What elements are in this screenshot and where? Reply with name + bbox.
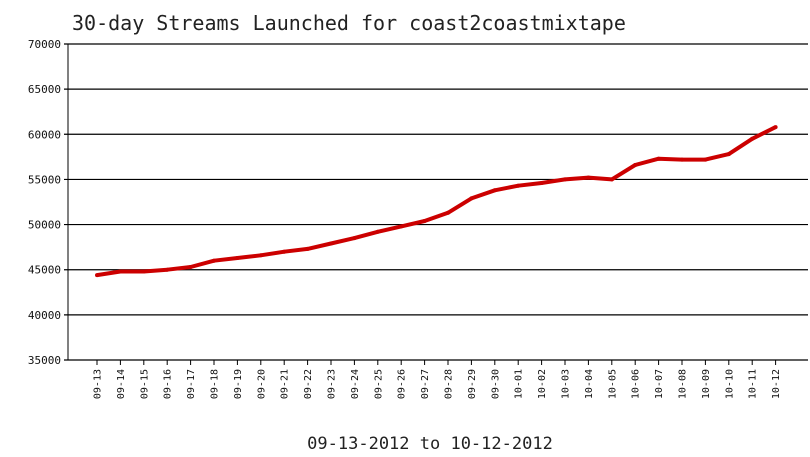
data-point bbox=[282, 249, 287, 254]
x-tick-label: 09-26 bbox=[397, 369, 408, 399]
y-axis: 70000 65000 60000 55000 50000 45000 40000 35000 bbox=[28, 38, 61, 367]
y-tick-label: 55000 bbox=[28, 173, 61, 186]
x-tick-label: 09-28 bbox=[444, 369, 455, 399]
x-tick-label: 10-02 bbox=[537, 369, 548, 399]
data-point bbox=[726, 152, 731, 157]
x-tick-label: 10-01 bbox=[514, 369, 525, 399]
x-tick-label: 09-24 bbox=[350, 369, 361, 399]
gridlines bbox=[64, 43, 808, 361]
data-point bbox=[422, 219, 427, 223]
data-point bbox=[469, 196, 474, 201]
x-tick-label: 09-20 bbox=[256, 369, 267, 399]
x-tick-label: 09-29 bbox=[467, 369, 478, 399]
data-point bbox=[305, 246, 310, 251]
y-tick-label: 40000 bbox=[28, 309, 61, 322]
x-tick-label: 10-12 bbox=[771, 369, 782, 399]
data-point bbox=[516, 183, 521, 188]
data-point bbox=[633, 163, 638, 167]
x-tick-label: 09-17 bbox=[186, 369, 197, 399]
data-point bbox=[212, 258, 216, 263]
x-tick-label: 10-06 bbox=[631, 369, 642, 399]
data-point bbox=[703, 157, 708, 162]
data-point bbox=[258, 253, 263, 258]
x-tick-label: 09-15 bbox=[139, 369, 150, 399]
series-line bbox=[96, 125, 777, 278]
x-tick-label: 09-16 bbox=[163, 369, 174, 399]
data-point bbox=[750, 136, 755, 141]
x-tick-label: 09-22 bbox=[303, 369, 314, 399]
series-layer bbox=[95, 125, 778, 278]
x-tick-label: 10-03 bbox=[561, 369, 572, 399]
data-point bbox=[680, 157, 684, 162]
x-tick-label: 10-07 bbox=[654, 369, 665, 399]
x-tick-label: 09-14 bbox=[116, 369, 127, 399]
data-point bbox=[773, 125, 778, 130]
y-tick-label: 50000 bbox=[28, 219, 61, 232]
data-point bbox=[586, 175, 591, 180]
data-point bbox=[352, 236, 357, 241]
x-tick-label: 10-05 bbox=[607, 369, 618, 399]
data-point bbox=[141, 269, 146, 274]
data-point bbox=[95, 273, 99, 278]
data-point bbox=[235, 256, 240, 260]
y-tick-label: 45000 bbox=[28, 264, 61, 277]
data-point bbox=[492, 188, 497, 193]
x-tick-label: 09-23 bbox=[327, 369, 338, 399]
x-axis: 09-13 09-14 09-15 09-16 09-17 09-18 09-19 09-20… bbox=[93, 360, 782, 399]
data-point bbox=[118, 269, 123, 274]
x-tick-label: 10-04 bbox=[584, 369, 595, 399]
x-tick-label: 09-27 bbox=[420, 369, 431, 399]
chart-title: 30-day Streams Launched for coast2coastm… bbox=[72, 11, 626, 35]
data-point bbox=[329, 241, 333, 246]
x-tick-label: 09-30 bbox=[490, 369, 501, 399]
x-tick-label: 09-25 bbox=[373, 369, 384, 399]
x-tick-label: 09-13 bbox=[93, 369, 104, 399]
y-tick-label: 70000 bbox=[28, 38, 61, 51]
x-tick-label: 10-10 bbox=[724, 369, 735, 399]
data-point bbox=[539, 181, 544, 185]
data-point bbox=[446, 210, 450, 215]
data-point bbox=[165, 267, 170, 272]
data-point bbox=[188, 265, 193, 269]
y-tick-label: 65000 bbox=[28, 83, 61, 96]
y-tick-label: 60000 bbox=[28, 128, 61, 141]
x-tick-label: 10-11 bbox=[748, 369, 759, 399]
data-point bbox=[375, 229, 380, 234]
x-tick-label: 10-09 bbox=[701, 369, 712, 399]
y-tick-label: 35000 bbox=[28, 354, 61, 367]
data-point bbox=[656, 156, 661, 161]
x-tick-label: 09-18 bbox=[210, 369, 221, 399]
data-point bbox=[609, 177, 614, 182]
x-tick-label: 09-21 bbox=[280, 369, 291, 399]
data-point bbox=[563, 177, 567, 182]
x-tick-label: 10-08 bbox=[678, 369, 689, 399]
x-axis-label: 09-13-2012 to 10-12-2012 bbox=[307, 434, 553, 454]
x-tick-label: 09-19 bbox=[233, 369, 244, 399]
data-point bbox=[399, 224, 404, 229]
